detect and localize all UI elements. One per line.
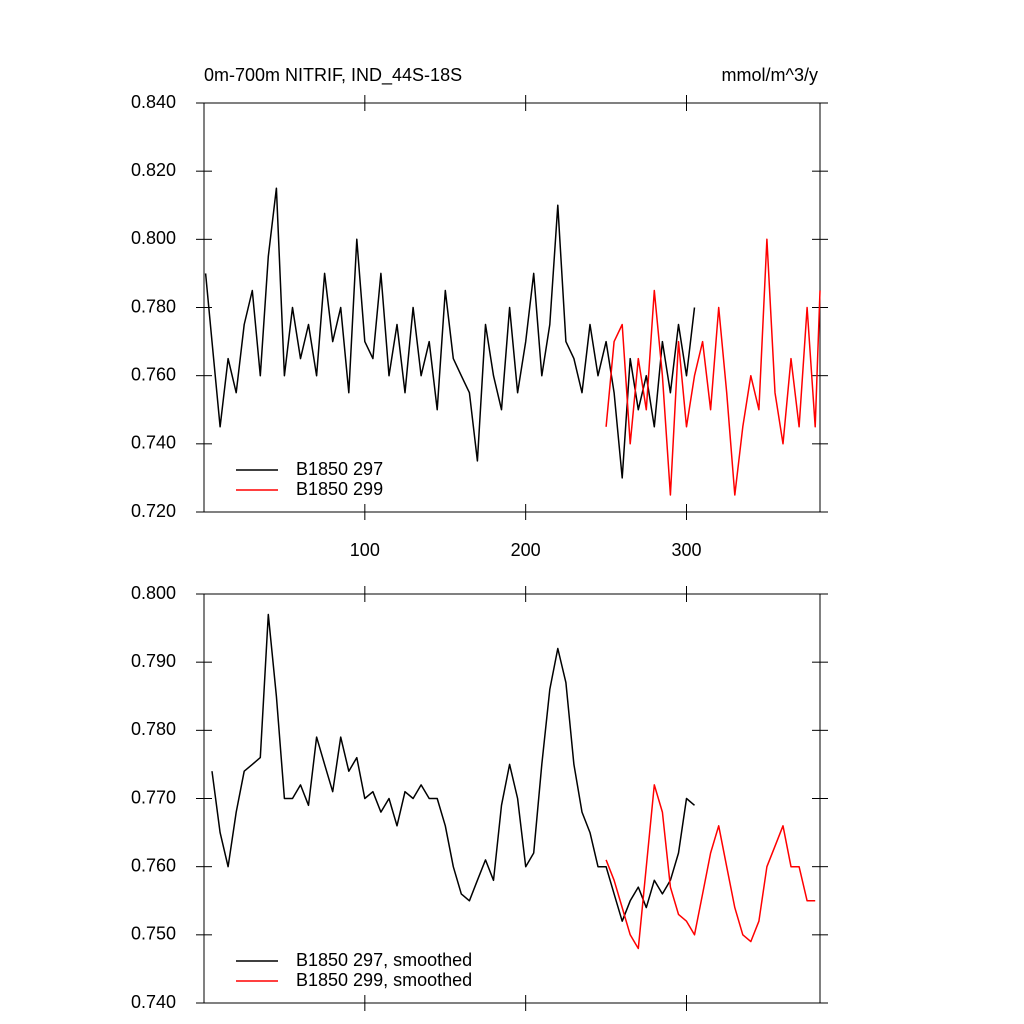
y-tick-label: 0.770 <box>131 787 176 807</box>
x-tick-label: 300 <box>671 540 701 560</box>
plot-frame <box>203 102 821 513</box>
series-line <box>211 613 695 922</box>
y-tick-label: 0.790 <box>131 651 176 671</box>
y-tick-label: 0.800 <box>131 583 176 603</box>
series-line <box>605 784 816 950</box>
series-line <box>605 238 821 496</box>
x-tick-label: 100 <box>350 540 380 560</box>
plot-frame <box>203 593 821 1004</box>
y-tick-label: 0.800 <box>131 228 176 248</box>
series-line <box>204 187 696 479</box>
x-tick-label: 200 <box>511 540 541 560</box>
chart-title: 0m-700m NITRIF, IND_44S-18S <box>204 65 462 86</box>
y-tick-label: 0.740 <box>131 433 176 453</box>
units-label: mmol/m^3/y <box>722 65 818 85</box>
y-tick-label: 0.780 <box>131 296 176 316</box>
y-tick-label: 0.820 <box>131 160 176 180</box>
y-tick-label: 0.780 <box>131 719 176 739</box>
y-tick-label: 0.720 <box>131 501 176 521</box>
legend-label: B1850 297, smoothed <box>296 950 472 970</box>
legend-label: B1850 297 <box>296 459 383 479</box>
y-tick-label: 0.740 <box>131 992 176 1012</box>
y-tick-label: 0.760 <box>131 855 176 875</box>
y-tick-label: 0.760 <box>131 364 176 384</box>
legend-label: B1850 299, smoothed <box>296 970 472 990</box>
y-tick-label: 0.750 <box>131 924 176 944</box>
legend-label: B1850 299 <box>296 479 383 499</box>
y-tick-label: 0.840 <box>131 92 176 112</box>
